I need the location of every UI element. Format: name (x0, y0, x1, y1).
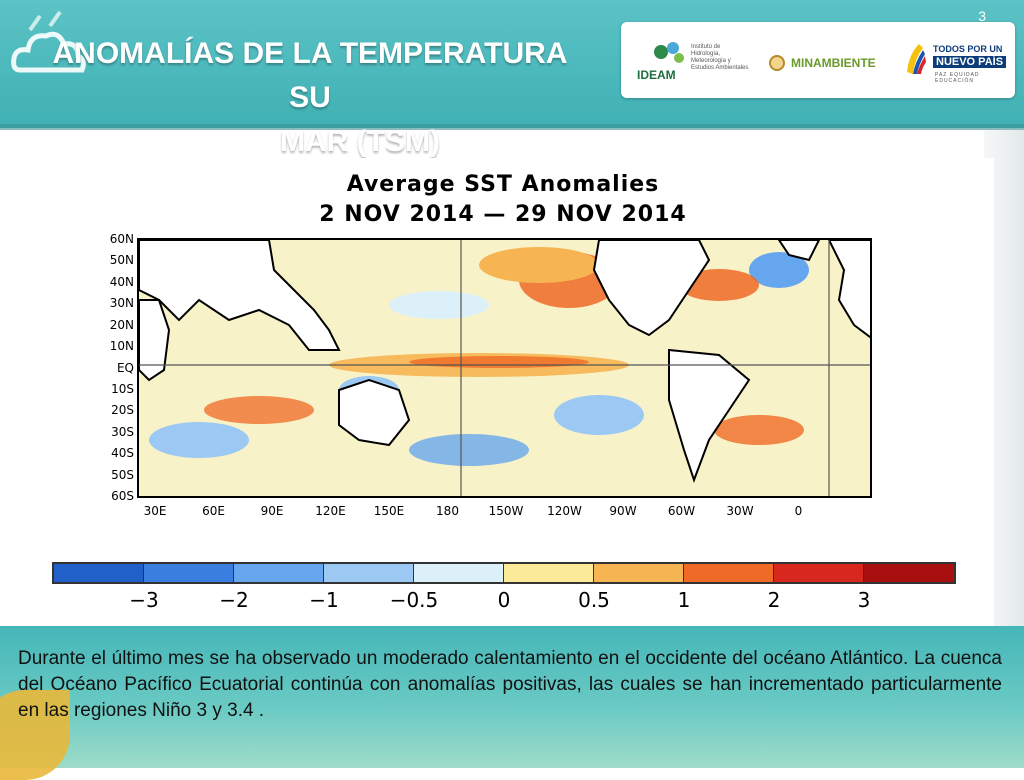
lat-tick-label: 20N (109, 317, 134, 332)
anomaly-neutral-wpac (389, 291, 489, 319)
colorbar-swatch (324, 564, 414, 582)
anomaly-warm-nino (409, 356, 589, 368)
anomaly-cold-tasman (409, 434, 529, 466)
chart-subtitle: 2 NOV 2014 — 29 NOV 2014 (319, 202, 687, 227)
colorbar-swatch (504, 564, 594, 582)
lat-tick-label: 50S (111, 467, 134, 482)
map-svg (139, 240, 870, 496)
land-australia (338, 378, 411, 447)
lon-tick-label: 60E (202, 504, 225, 518)
title-line-1: ANOMALÍAS DE LA TEMPERATURA SU (52, 37, 568, 114)
lon-tick-label: 150E (373, 504, 405, 518)
colorbar-label: −2 (219, 588, 249, 612)
land-greenland (777, 240, 821, 262)
flag-icon (907, 44, 926, 74)
land-south-america (668, 348, 751, 483)
colorbar-swatch (594, 564, 684, 582)
ideam-subtitle: Instituto de Hidrología, Meteorología y … (691, 44, 749, 71)
anomaly-warm-indian (204, 396, 314, 424)
lat-tick-label: 50N (109, 253, 134, 268)
colorbar (52, 562, 956, 584)
colorbar-swatch (774, 564, 864, 582)
colorbar-swatch (144, 564, 234, 582)
footer-band (0, 626, 1024, 768)
colorbar-label: 2 (767, 588, 781, 612)
anomaly-cold-spac (554, 395, 644, 435)
minambiente-logo: MINAMBIENTE (769, 52, 876, 74)
todos-line-3: PAZ EQUIDAD EDUCACIÓN (935, 72, 980, 84)
lon-tick-label: 180 (436, 504, 459, 518)
lat-tick-label: 40S (111, 446, 134, 461)
land-europe-africa-east (827, 240, 870, 339)
land-eurasia (139, 240, 341, 351)
lon-tick-label: 90W (609, 504, 637, 518)
ideam-name: IDEAM (637, 68, 676, 82)
land-masses (139, 240, 870, 483)
colorbar-swatch (234, 564, 324, 582)
lon-tick-label: 150W (488, 504, 524, 518)
seal-icon (769, 55, 785, 71)
description-text: Durante el último mes se ha observado un… (18, 648, 1002, 721)
cloud-icon (11, 10, 86, 73)
anomaly-cold-sindian (149, 422, 249, 458)
lat-tick-label: 10N (109, 339, 134, 354)
lat-tick-label: 20S (111, 403, 134, 418)
sst-chart: Average SST Anomalies 2 NOV 2014 — 29 NO… (12, 158, 994, 626)
land-africa (139, 299, 171, 382)
lon-tick-label: 60W (667, 504, 696, 518)
page-title: ANOMALÍAS DE LA TEMPERATURA SU MAR (TSM) (30, 32, 590, 164)
lat-tick-label: 60N (109, 232, 134, 246)
colorbar-label: 0.5 (578, 588, 610, 612)
colorbar-swatch (54, 564, 144, 582)
lon-tick-label: 0 (794, 504, 803, 518)
header-divider (0, 124, 1024, 130)
colorbar-label: 1 (677, 588, 691, 612)
colorbar-label: 0 (497, 588, 511, 612)
colorbar-swatch (684, 564, 774, 582)
title-line-2: MAR (TSM) (280, 125, 440, 158)
ideam-logo: IDEAM Instituto de Hidrología, Meteorolo… (633, 38, 753, 86)
todos-line-2: NUEVO PAÍS (933, 56, 1007, 68)
anomaly-cold-natl (749, 252, 809, 288)
lat-tick-label: 10S (111, 381, 134, 396)
lat-tick-label: 60S (111, 489, 134, 503)
anomaly-warm-satl (714, 415, 804, 445)
lon-tick-label: 30E (143, 504, 167, 518)
colorbar-swatch (414, 564, 504, 582)
chart-title: Average SST Anomalies (346, 172, 660, 197)
anomaly-map (137, 238, 872, 498)
minambiente-name: MINAMBIENTE (791, 56, 876, 70)
lon-tick-label: 30W (726, 504, 754, 518)
todos-line-1: TODOS POR UN (933, 44, 1003, 54)
todos-logo: TODOS POR UN NUEVO PAÍS PAZ EQUIDAD EDUC… (905, 38, 1009, 86)
logos-panel: IDEAM Instituto de Hidrología, Meteorolo… (621, 22, 1015, 98)
lat-tick-label: 30N (109, 296, 134, 311)
lon-tick-label: 120W (547, 504, 582, 518)
lon-tick-label: 120E (315, 504, 346, 518)
lon-tick-label: 90E (260, 504, 284, 518)
lat-tick-label: 40N (109, 274, 134, 289)
ideam-mark-icon (654, 42, 684, 63)
colorbar-label: −0.5 (389, 588, 439, 612)
land-north-america (592, 240, 711, 337)
colorbar-label: 3 (857, 588, 871, 612)
colorbar-label: −1 (309, 588, 339, 612)
anomaly-warm-watl (679, 269, 759, 301)
lat-tick-label: EQ (116, 360, 134, 375)
slide-number: 3 (978, 8, 986, 24)
leaf-decoration (0, 690, 70, 780)
colorbar-label: −3 (129, 588, 159, 612)
lat-tick-label: 30S (111, 424, 134, 439)
colorbar-swatch (864, 564, 954, 582)
anomaly-warm-npac-outer (479, 247, 599, 283)
